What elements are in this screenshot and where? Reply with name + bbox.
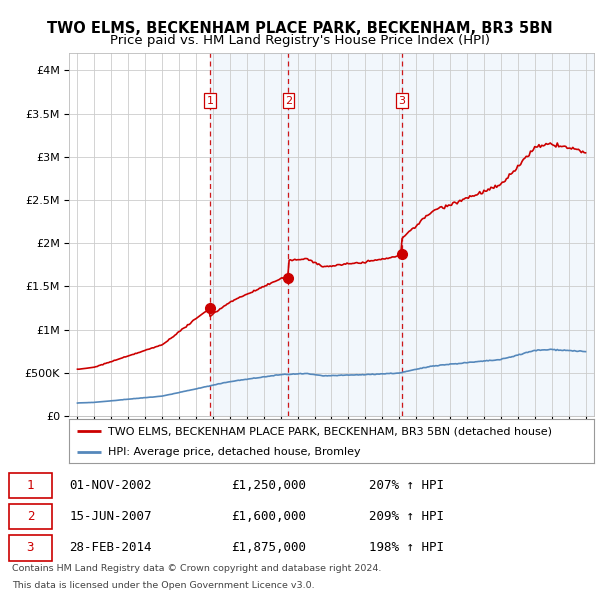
Text: 207% ↑ HPI: 207% ↑ HPI <box>369 479 444 492</box>
Text: £1,250,000: £1,250,000 <box>231 479 306 492</box>
FancyBboxPatch shape <box>9 473 52 499</box>
Text: TWO ELMS, BECKENHAM PLACE PARK, BECKENHAM, BR3 5BN: TWO ELMS, BECKENHAM PLACE PARK, BECKENHA… <box>47 21 553 35</box>
FancyBboxPatch shape <box>9 504 52 529</box>
Text: 3: 3 <box>26 541 34 554</box>
FancyBboxPatch shape <box>9 535 52 560</box>
Text: 2: 2 <box>26 510 34 523</box>
Bar <box>210 53 289 416</box>
Text: 1: 1 <box>206 96 214 106</box>
Text: Price paid vs. HM Land Registry's House Price Index (HPI): Price paid vs. HM Land Registry's House … <box>110 34 490 47</box>
Text: 198% ↑ HPI: 198% ↑ HPI <box>369 541 444 554</box>
Text: 209% ↑ HPI: 209% ↑ HPI <box>369 510 444 523</box>
Text: 2: 2 <box>285 96 292 106</box>
Text: 1: 1 <box>26 479 34 492</box>
Text: £1,600,000: £1,600,000 <box>231 510 306 523</box>
Bar <box>289 53 402 416</box>
Text: 15-JUN-2007: 15-JUN-2007 <box>70 510 152 523</box>
Text: TWO ELMS, BECKENHAM PLACE PARK, BECKENHAM, BR3 5BN (detached house): TWO ELMS, BECKENHAM PLACE PARK, BECKENHA… <box>109 427 553 436</box>
Text: Contains HM Land Registry data © Crown copyright and database right 2024.: Contains HM Land Registry data © Crown c… <box>12 564 382 573</box>
Text: 01-NOV-2002: 01-NOV-2002 <box>70 479 152 492</box>
Text: 3: 3 <box>398 96 406 106</box>
Bar <box>402 53 594 416</box>
Text: 28-FEB-2014: 28-FEB-2014 <box>70 541 152 554</box>
Text: £1,875,000: £1,875,000 <box>231 541 306 554</box>
Text: This data is licensed under the Open Government Licence v3.0.: This data is licensed under the Open Gov… <box>12 582 314 590</box>
Text: HPI: Average price, detached house, Bromley: HPI: Average price, detached house, Brom… <box>109 447 361 457</box>
